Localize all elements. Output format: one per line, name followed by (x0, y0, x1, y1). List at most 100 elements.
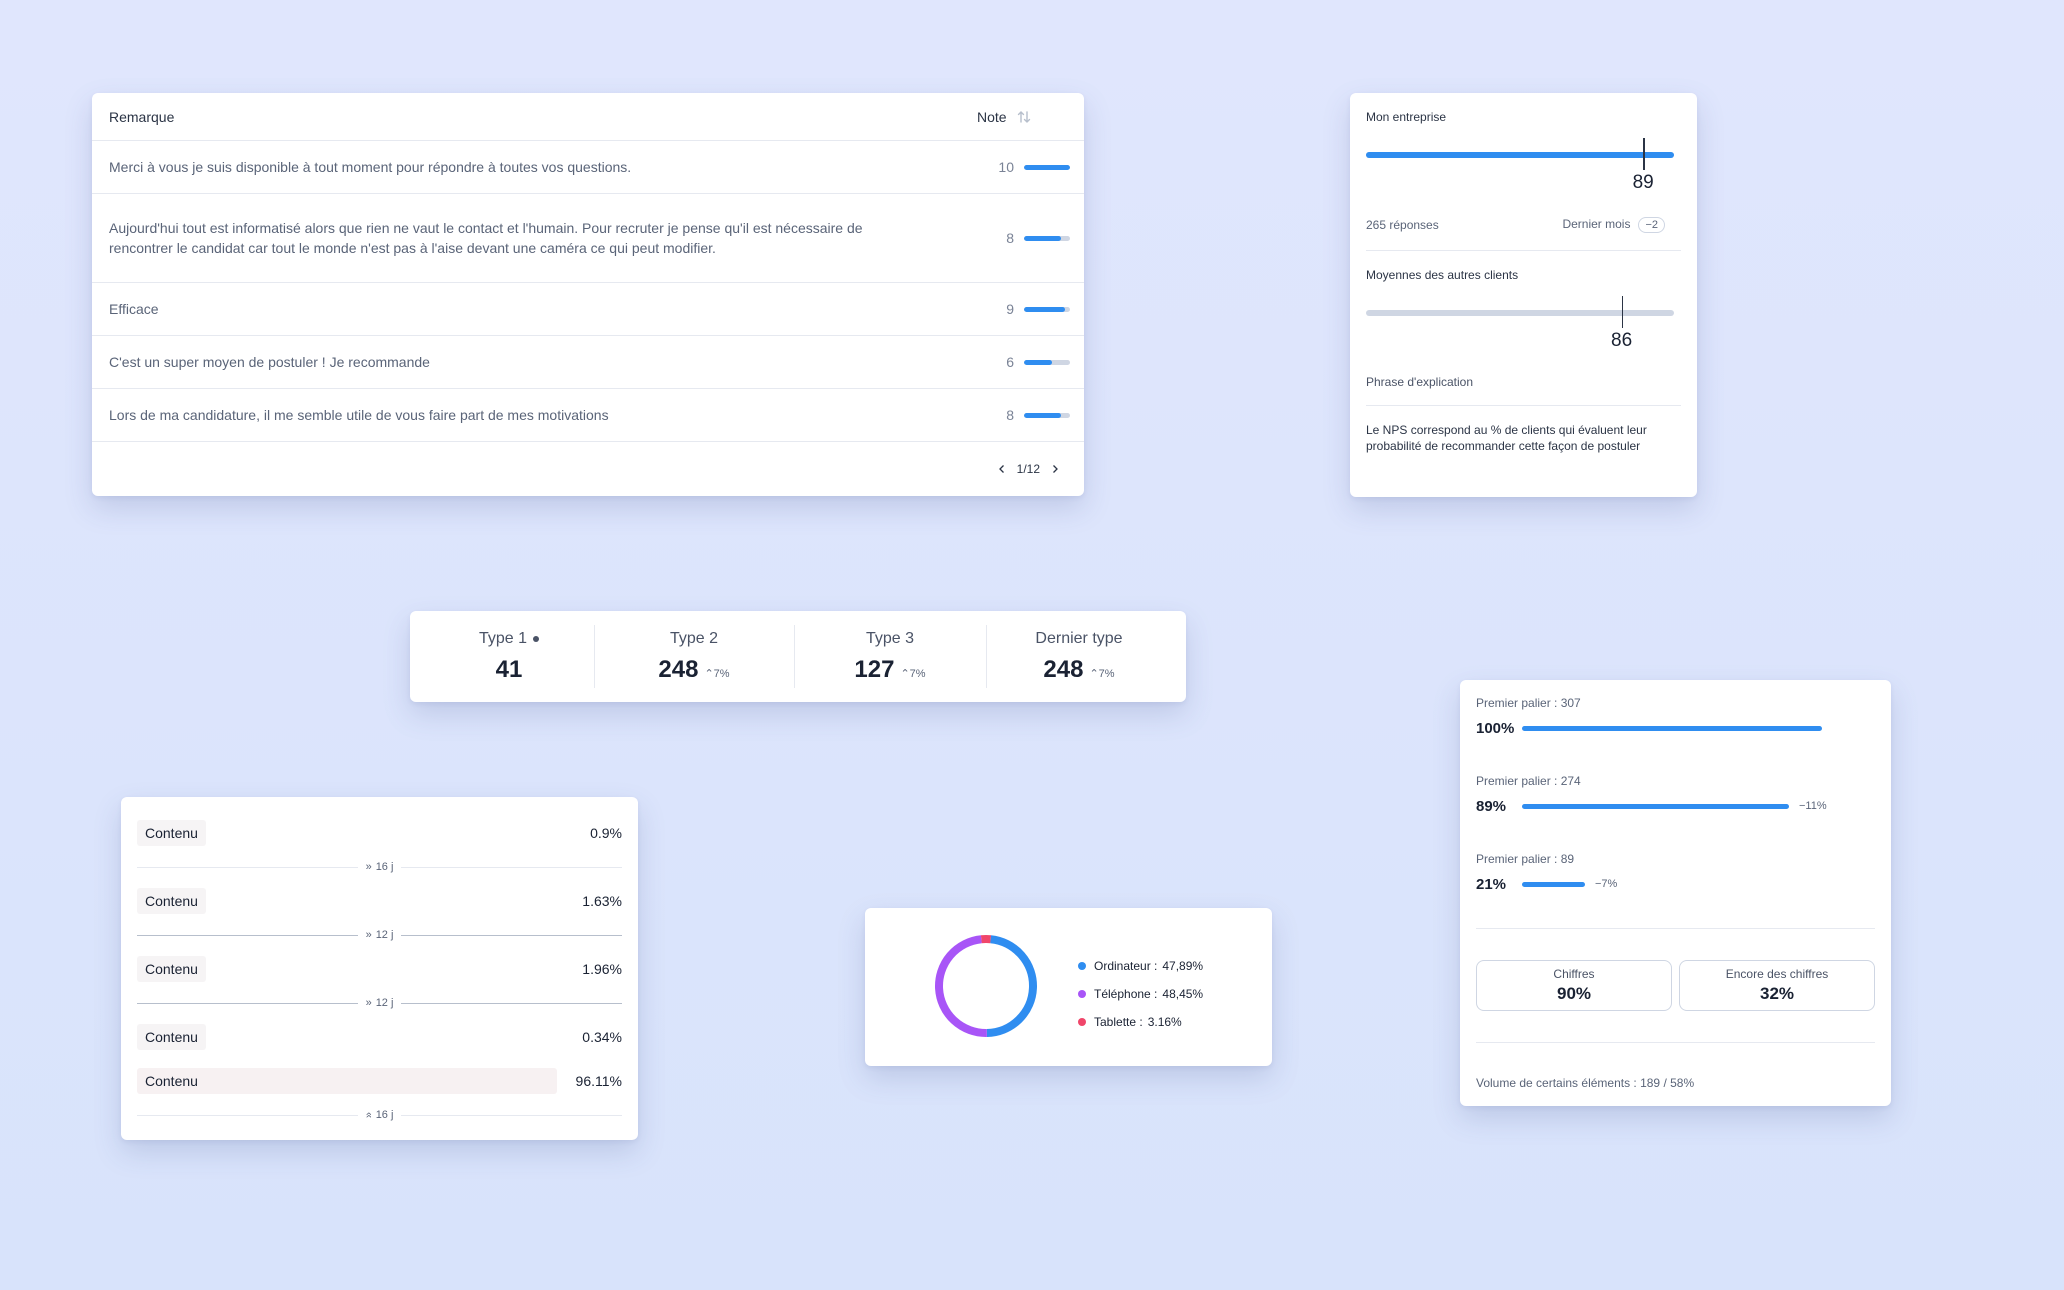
chevron-left-icon[interactable] (995, 462, 1009, 476)
legend-item: Ordinateur :47,89% (1078, 952, 1203, 980)
chevrons-down-icon: » (365, 861, 372, 873)
chevrons-up-icon: » (362, 1111, 375, 1119)
kpi-box: Encore des chiffres 32% (1679, 960, 1875, 1011)
chevrons-down-icon: » (365, 997, 372, 1009)
column-header-note[interactable]: Note (977, 108, 1084, 126)
table-header: Remarque Note (92, 93, 1084, 141)
note-bar (1024, 412, 1070, 418)
list-item[interactable]: Contenu 1.63% (137, 887, 622, 915)
column-header-remarque: Remarque (109, 108, 175, 125)
table-row[interactable]: Efficace 9 (92, 283, 1084, 336)
volume-footer: Volume de certains éléments : 189 / 58% (1476, 1076, 1695, 1090)
chevron-right-icon[interactable] (1048, 462, 1062, 476)
palier-percent: 21% (1476, 875, 1507, 893)
contenu-label: Contenu (137, 956, 206, 982)
note-bar (1024, 359, 1070, 365)
others-title: Moyennes des autres clients (1366, 268, 1519, 282)
explanation-title: Phrase d'explication (1366, 375, 1474, 389)
type-stat: Dernier type 248 ⌃7% (986, 611, 1172, 702)
trend-up-delta: ⌃7% (900, 667, 926, 680)
others-gauge: 86 (1366, 296, 1674, 351)
palier-label: Premier palier : 307 (1476, 696, 1581, 710)
divider (1476, 928, 1875, 929)
palier-row: 100% (1476, 718, 1875, 738)
note-value: 8 (1006, 230, 1014, 246)
note-value: 8 (1006, 407, 1014, 423)
legend-dot-icon (1078, 1018, 1086, 1026)
responses-count: 265 réponses (1366, 218, 1439, 232)
delta-badge: −2 (1638, 217, 1665, 233)
palier-label: Premier palier : 89 (1476, 852, 1575, 866)
time-separator: » 12 j (137, 996, 622, 1010)
type-name: Dernier type (1035, 629, 1123, 647)
type-stats-card: Type 1 41 Type 2 248 ⌃7% Type 3 127 ⌃7% De… (410, 611, 1186, 702)
paliers-card: Premier palier : 307 100% Premier palier… (1460, 680, 1891, 1106)
table-row[interactable]: Aujourd'hui tout est informatisé alors q… (92, 194, 1084, 283)
trend-up-delta: ⌃7% (704, 667, 730, 680)
explanation-text: Le NPS correspond au % de clients qui év… (1366, 423, 1647, 453)
palier-bar (1522, 725, 1822, 731)
palier-percent: 100% (1476, 719, 1515, 737)
legend-item: Tablette :3.16% (1078, 1008, 1203, 1036)
palier-bar (1522, 881, 1585, 887)
contenu-value: 96.11% (575, 1073, 622, 1089)
donut-slice-téléphone (935, 935, 987, 1037)
legend-dot-icon (1078, 990, 1086, 998)
sort-icon[interactable] (1015, 108, 1033, 126)
contenu-label: Contenu (137, 888, 206, 914)
time-separator: » 16 j (137, 860, 622, 874)
list-item[interactable]: Contenu 0.9% (137, 819, 622, 847)
contenu-label: Contenu (137, 820, 206, 846)
remark-text: C'est un super moyen de postuler ! Je re… (109, 354, 430, 370)
nps-value: 89 (1632, 172, 1654, 193)
chart-legend: Ordinateur :47,89% Téléphone :48,45% Tab… (1078, 952, 1203, 1036)
time-separator: » 16 j (137, 1108, 622, 1122)
legend-dot-icon (1078, 962, 1086, 970)
note-bar (1024, 306, 1070, 312)
note-value: 10 (998, 159, 1014, 175)
remark-text: Merci à vous je suis disponible à tout m… (109, 159, 632, 175)
nps-gauge-fill (1366, 152, 1674, 158)
contenu-value: 0.34% (582, 1029, 622, 1045)
device-donut-card: Ordinateur :47,89% Téléphone :48,45% Tab… (865, 908, 1272, 1066)
others-marker (1621, 296, 1624, 328)
type-stat: Type 3 127 ⌃7% (794, 611, 986, 702)
nps-gauge: 89 (1366, 138, 1674, 193)
kpi-label: Chiffres (1553, 967, 1595, 981)
table-row[interactable]: C'est un super moyen de postuler ! Je re… (92, 336, 1084, 389)
type-value: 248 (1043, 655, 1084, 683)
palier-row: 89% −11% (1476, 796, 1875, 816)
list-item[interactable]: Contenu 96.11% (137, 1067, 622, 1095)
legend-item: Téléphone :48,45% (1078, 980, 1203, 1008)
palier-delta: −7% (1595, 878, 1618, 890)
period-filter[interactable]: Dernier mois −2 (1562, 217, 1665, 233)
time-separator: » 12 j (137, 928, 622, 942)
note-bar (1024, 235, 1070, 241)
trend-up-delta: ⌃7% (1089, 667, 1115, 680)
palier-label: Premier palier : 274 (1476, 774, 1581, 788)
list-item[interactable]: Contenu 0.34% (137, 1023, 622, 1051)
donut-slice-ordinateur (986, 935, 1037, 1037)
palier-row: 21% −7% (1476, 874, 1875, 894)
divider (1366, 405, 1681, 406)
palier-bar (1522, 803, 1789, 809)
table-row[interactable]: Merci à vous je suis disponible à tout m… (92, 141, 1084, 194)
type-stat: Type 2 248 ⌃7% (594, 611, 794, 702)
table-row[interactable]: Lors de ma candidature, il me semble uti… (92, 389, 1084, 442)
type-value: 248 (658, 655, 699, 683)
type-stat: Type 1 41 (424, 611, 594, 702)
palier-percent: 89% (1476, 797, 1507, 815)
nps-meta: 265 réponses Dernier mois −2 (1366, 217, 1665, 233)
nps-marker (1643, 138, 1645, 170)
type-name: Type 1 (478, 629, 528, 647)
contenu-value: 1.63% (582, 893, 622, 909)
divider (1366, 250, 1681, 251)
type-name: Type 3 (865, 629, 915, 647)
contenu-label: Contenu (137, 1068, 557, 1094)
remark-text: Lors de ma candidature, il me semble uti… (109, 407, 609, 423)
others-value: 86 (1611, 330, 1633, 351)
note-value: 6 (1006, 354, 1014, 370)
list-item[interactable]: Contenu 1.96% (137, 955, 622, 983)
kpi-value: 90% (1556, 984, 1592, 1003)
contenu-timeline-card: Contenu 0.9% » 16 j Contenu 1.63% » 12 j C… (121, 797, 638, 1140)
